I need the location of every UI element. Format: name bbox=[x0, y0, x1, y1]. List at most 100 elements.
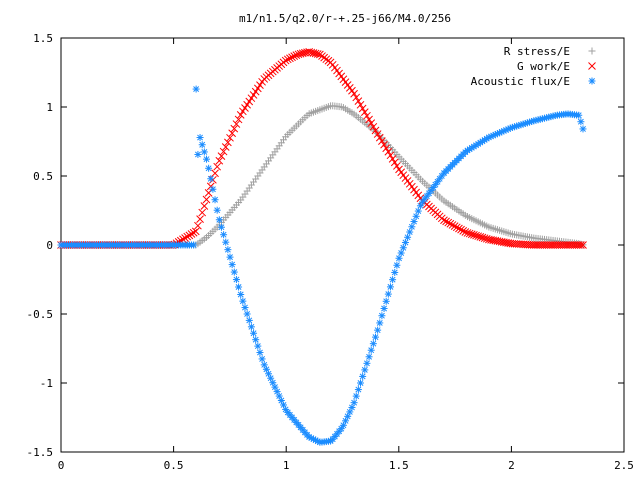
data-point bbox=[187, 230, 196, 238]
data-point bbox=[450, 222, 459, 230]
data-point bbox=[359, 372, 367, 380]
data-point bbox=[440, 216, 448, 225]
data-point bbox=[448, 221, 457, 229]
data-point bbox=[404, 233, 412, 241]
series-plus bbox=[57, 102, 587, 249]
data-point bbox=[361, 366, 369, 374]
data-point bbox=[288, 53, 296, 62]
data-point bbox=[241, 304, 249, 312]
data-point bbox=[245, 97, 254, 106]
data-point bbox=[461, 228, 470, 236]
data-point bbox=[367, 346, 375, 354]
data-point bbox=[367, 119, 376, 127]
y-tick-label: -1.5 bbox=[27, 446, 54, 459]
data-point bbox=[474, 232, 483, 241]
data-point bbox=[391, 268, 399, 276]
data-point bbox=[356, 100, 365, 109]
data-point bbox=[373, 130, 382, 138]
data-point bbox=[579, 241, 587, 249]
data-point bbox=[352, 93, 361, 102]
y-tick-label: 0 bbox=[46, 239, 53, 252]
data-point bbox=[480, 234, 489, 243]
data-point bbox=[467, 230, 476, 239]
data-point bbox=[253, 84, 262, 93]
data-point bbox=[382, 297, 390, 305]
data-point bbox=[401, 239, 409, 247]
data-point bbox=[215, 216, 223, 224]
data-point bbox=[239, 297, 247, 305]
data-point bbox=[198, 208, 207, 217]
data-point bbox=[202, 195, 211, 204]
data-point bbox=[189, 228, 198, 237]
data-point bbox=[183, 232, 192, 241]
data-point bbox=[281, 56, 290, 65]
data-point bbox=[380, 305, 388, 313]
data-point bbox=[389, 276, 397, 284]
data-point bbox=[457, 225, 465, 234]
data-point bbox=[369, 122, 378, 131]
data-point bbox=[579, 125, 587, 133]
data-point bbox=[230, 268, 238, 276]
data-point bbox=[211, 196, 219, 204]
data-point bbox=[577, 241, 585, 249]
data-point bbox=[446, 219, 455, 228]
data-point bbox=[365, 353, 373, 361]
x-tick-label: 1 bbox=[283, 459, 290, 472]
data-point bbox=[371, 333, 379, 341]
data-point bbox=[472, 231, 480, 240]
data-point bbox=[222, 238, 230, 246]
data-point bbox=[209, 185, 217, 193]
data-point bbox=[365, 115, 373, 124]
data-point bbox=[194, 221, 202, 230]
y-tick-label: 1.5 bbox=[33, 32, 53, 45]
data-point bbox=[205, 164, 213, 172]
data-point bbox=[252, 336, 260, 344]
data-point bbox=[254, 342, 262, 350]
data-point bbox=[369, 340, 377, 348]
data-point bbox=[455, 224, 463, 233]
data-point bbox=[380, 140, 388, 149]
x-tick-label: 2 bbox=[508, 459, 515, 472]
data-point bbox=[386, 283, 394, 291]
data-point bbox=[196, 134, 204, 142]
series-star bbox=[57, 85, 587, 446]
data-point bbox=[444, 218, 453, 227]
data-point bbox=[465, 229, 474, 238]
data-point bbox=[226, 253, 234, 261]
data-point bbox=[217, 223, 225, 231]
data-point bbox=[470, 231, 478, 239]
y-tick-label: -0.5 bbox=[27, 308, 54, 321]
data-point bbox=[224, 138, 232, 147]
data-point bbox=[459, 226, 468, 235]
legend-label: Acoustic flux/E bbox=[471, 75, 570, 88]
data-point bbox=[384, 147, 393, 156]
data-point bbox=[241, 104, 249, 112]
y-tick-label: 1 bbox=[46, 101, 53, 114]
data-point bbox=[378, 137, 386, 146]
legend-label: G work/E bbox=[517, 60, 570, 73]
data-point bbox=[220, 231, 228, 239]
data-point bbox=[384, 290, 392, 298]
data-point bbox=[350, 399, 358, 407]
data-point bbox=[414, 207, 422, 215]
data-point bbox=[476, 233, 485, 241]
data-point bbox=[181, 234, 189, 242]
data-point bbox=[224, 246, 232, 254]
data-point bbox=[408, 223, 416, 231]
data-point bbox=[219, 147, 228, 156]
data-point bbox=[213, 162, 222, 171]
legend-marker bbox=[588, 77, 596, 85]
data-point bbox=[237, 290, 245, 298]
data-point bbox=[202, 155, 210, 163]
data-point bbox=[337, 425, 345, 433]
data-point bbox=[200, 148, 208, 156]
data-point bbox=[399, 244, 407, 252]
data-point bbox=[198, 141, 206, 149]
legend: R stress/E G work/E Acoustic flux/E bbox=[471, 45, 596, 88]
y-tick-label: 0.5 bbox=[33, 170, 53, 183]
data-point bbox=[200, 202, 209, 210]
data-point bbox=[360, 108, 369, 116]
data-point bbox=[226, 133, 234, 142]
y-tick-label: -1 bbox=[40, 377, 53, 390]
